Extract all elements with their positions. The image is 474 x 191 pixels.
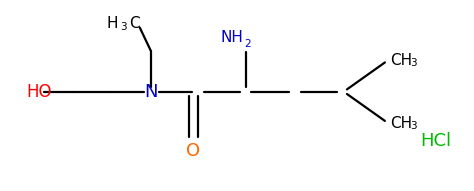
Text: HCl: HCl: [420, 132, 452, 150]
Text: HO: HO: [26, 83, 52, 101]
Text: 3: 3: [410, 58, 417, 68]
Text: H: H: [107, 16, 118, 31]
Text: C: C: [129, 16, 140, 31]
Text: N: N: [144, 83, 157, 101]
Text: 3: 3: [120, 22, 127, 32]
Text: NH: NH: [220, 30, 243, 45]
Text: 3: 3: [410, 121, 417, 131]
Text: CH: CH: [390, 116, 412, 131]
Text: CH: CH: [390, 53, 412, 68]
Text: 2: 2: [244, 39, 251, 49]
Text: O: O: [186, 142, 201, 160]
